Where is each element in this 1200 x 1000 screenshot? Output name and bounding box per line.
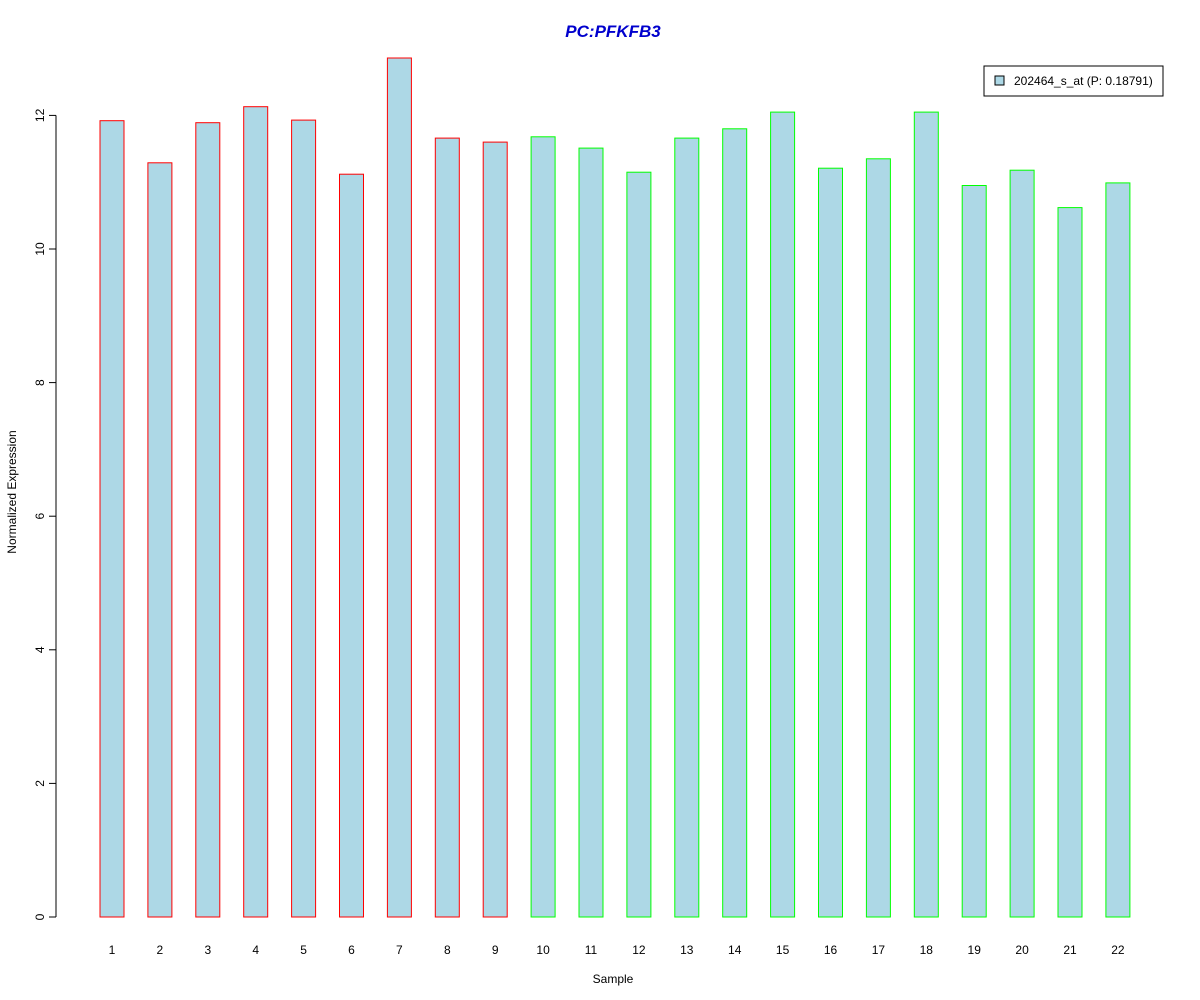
x-tick-label: 1: [109, 943, 116, 957]
legend-label: 202464_s_at (P: 0.18791): [1014, 74, 1153, 88]
bars: [99, 57, 1131, 918]
x-tick-label: 2: [157, 943, 164, 957]
legend: 202464_s_at (P: 0.18791): [983, 65, 1164, 97]
y-tick-label: 4: [33, 646, 47, 653]
x-tick-label: 3: [204, 943, 211, 957]
x-tick-label: 11: [585, 943, 598, 957]
x-tick-label: 8: [444, 943, 451, 957]
y-axis-label: Normalized Expression: [5, 430, 19, 553]
legend-swatch: [994, 75, 1005, 86]
bar-sample-4: [243, 106, 269, 918]
x-tick-label: 18: [920, 943, 934, 957]
x-tick-label: 15: [776, 943, 790, 957]
bar-sample-15: [770, 111, 796, 918]
x-tick-labels: 1 2 3 4 5 6 7 8 9 10 11 12 13 14 15 16 17 18 19 20 21 22: [109, 943, 1125, 957]
bar-sample-9: [482, 141, 508, 918]
y-axis: 0 2 4 6 8 10 12: [33, 108, 57, 920]
bar-sample-8: [434, 137, 460, 918]
bar-sample-14: [722, 128, 748, 918]
bar-sample-20: [1009, 169, 1035, 918]
x-tick-label: 4: [252, 943, 259, 957]
x-axis-label: Sample: [593, 972, 634, 986]
x-tick-label: 16: [824, 943, 838, 957]
x-tick-label: 10: [536, 943, 550, 957]
y-tick-label: 2: [33, 780, 47, 787]
bar-sample-17: [865, 158, 891, 918]
bar-sample-21: [1057, 207, 1083, 918]
x-tick-label: 20: [1015, 943, 1029, 957]
y-tick-label: 10: [33, 242, 47, 256]
legend-box: [983, 65, 1164, 97]
x-tick-label: 5: [300, 943, 307, 957]
x-tick-label: 7: [396, 943, 403, 957]
x-tick-label: 22: [1111, 943, 1125, 957]
y-tick-label: 6: [33, 513, 47, 520]
bar-sample-18: [913, 111, 939, 918]
y-tick-label: 0: [33, 913, 47, 920]
x-tick-label: 19: [968, 943, 982, 957]
bar-sample-1: [99, 120, 125, 918]
bar-sample-5: [291, 119, 317, 918]
x-tick-label: 13: [680, 943, 694, 957]
bar-sample-22: [1105, 182, 1131, 918]
x-tick-label: 14: [728, 943, 742, 957]
chart-title: PC:PFKFB3: [565, 22, 661, 41]
x-tick-label: 6: [348, 943, 355, 957]
bar-sample-2: [147, 162, 173, 918]
bar-sample-10: [530, 136, 556, 918]
bar-sample-6: [339, 173, 364, 918]
x-tick-label: 21: [1063, 943, 1077, 957]
bar-sample-13: [674, 137, 700, 918]
bar-sample-3: [195, 122, 221, 918]
bar-sample-12: [626, 171, 652, 918]
bar-sample-16: [818, 167, 843, 918]
bar-sample-7: [386, 57, 412, 918]
bar-sample-19: [961, 185, 987, 918]
bar-sample-11: [578, 147, 604, 918]
y-tick-label: 8: [33, 379, 47, 386]
y-tick-label: 12: [33, 108, 47, 122]
x-tick-label: 17: [872, 943, 886, 957]
x-tick-label: 9: [492, 943, 499, 957]
x-tick-label: 12: [632, 943, 646, 957]
